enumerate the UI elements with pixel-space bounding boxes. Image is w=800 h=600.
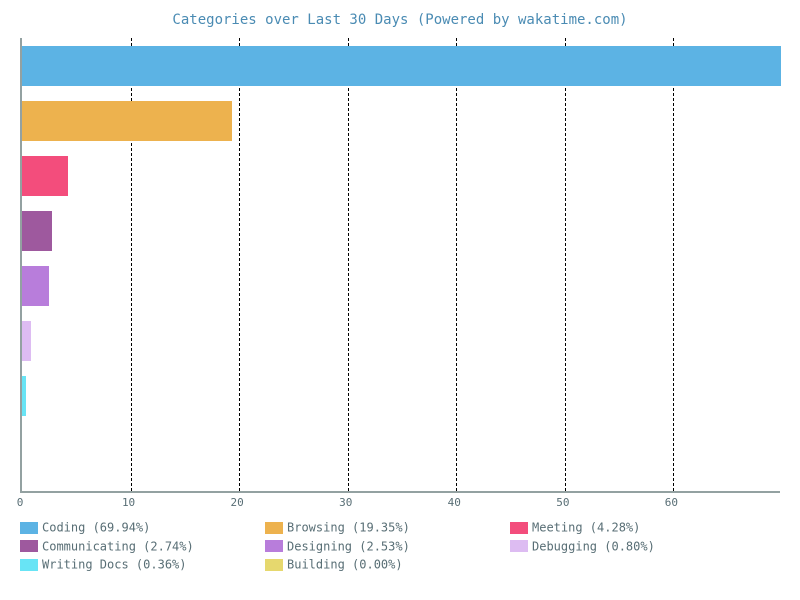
legend-swatch: [20, 540, 38, 552]
bar-writing-docs: [22, 376, 26, 416]
x-tick-label: 40: [448, 496, 461, 509]
x-tick-label: 60: [665, 496, 678, 509]
legend-label: Meeting (4.28%): [532, 521, 640, 535]
grid-line: [565, 38, 566, 491]
bar-communicating: [22, 211, 52, 251]
bar-coding: [22, 46, 781, 86]
legend-item-communicating: Communicating (2.74%): [20, 539, 265, 554]
legend-swatch: [20, 522, 38, 534]
x-tick-label: 0: [17, 496, 24, 509]
x-tick-label: 50: [556, 496, 569, 509]
legend-swatch: [510, 540, 528, 552]
legend-item-coding: Coding (69.94%): [20, 520, 265, 535]
legend-swatch: [20, 559, 38, 571]
grid-line: [456, 38, 457, 491]
chart-area: 0 10 20 30 40 50 60: [20, 38, 780, 513]
legend-item-meeting: Meeting (4.28%): [510, 520, 755, 535]
legend-item-browsing: Browsing (19.35%): [265, 520, 510, 535]
x-tick-label: 30: [339, 496, 352, 509]
legend-item-building: Building (0.00%): [265, 557, 510, 572]
grid-line: [239, 38, 240, 491]
grid-line: [348, 38, 349, 491]
legend-item-writing-docs: Writing Docs (0.36%): [20, 557, 265, 572]
bar-browsing: [22, 101, 232, 141]
legend-swatch: [265, 559, 283, 571]
bar-debugging: [22, 321, 31, 361]
legend-swatch: [265, 522, 283, 534]
plot-region: [20, 38, 780, 493]
bar-meeting: [22, 156, 68, 196]
legend-label: Writing Docs (0.36%): [42, 558, 187, 572]
legend-swatch: [265, 540, 283, 552]
legend-label: Browsing (19.35%): [287, 521, 410, 535]
legend: Coding (69.94%) Browsing (19.35%) Meeting …: [20, 520, 780, 576]
grid-line: [673, 38, 674, 491]
bar-designing: [22, 266, 49, 306]
legend-label: Debugging (0.80%): [532, 539, 655, 553]
x-tick-label: 20: [231, 496, 244, 509]
legend-label: Coding (69.94%): [42, 521, 150, 535]
legend-label: Designing (2.53%): [287, 539, 410, 553]
chart-title: Categories over Last 30 Days (Powered by…: [0, 0, 800, 28]
legend-label: Building (0.00%): [287, 558, 403, 572]
x-tick-label: 10: [122, 496, 135, 509]
legend-item-debugging: Debugging (0.80%): [510, 539, 755, 554]
legend-swatch: [510, 522, 528, 534]
legend-item-designing: Designing (2.53%): [265, 539, 510, 554]
legend-label: Communicating (2.74%): [42, 539, 194, 553]
